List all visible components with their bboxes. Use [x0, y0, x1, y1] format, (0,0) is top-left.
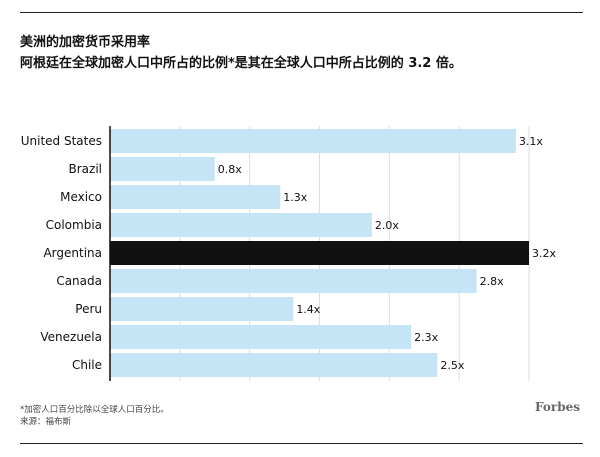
value-label: 3.1x: [519, 135, 543, 148]
bar: [110, 269, 477, 293]
bar: [110, 213, 372, 237]
category-label: Brazil: [69, 162, 103, 176]
chart-title: 美洲的加密货币采用率: [20, 35, 151, 50]
bar: [110, 325, 412, 349]
bar: [110, 157, 215, 181]
forbes-logo: Forbes: [535, 400, 580, 414]
bar: [110, 297, 294, 321]
bar-highlight: [110, 241, 529, 265]
chart-subtitle: 阿根廷在全球加密人口中所占的比例*是其在全球人口中所占比例的 3.2 倍。: [20, 56, 462, 71]
top-rule: [20, 12, 583, 13]
category-label: Chile: [72, 358, 102, 372]
value-label: 3.2x: [532, 247, 556, 260]
value-label: 2.3x: [414, 331, 438, 344]
value-label: 0.8x: [218, 163, 242, 176]
value-label: 1.4x: [296, 303, 320, 316]
category-label: Venezuela: [40, 330, 102, 344]
footnote: *加密人口百分比除以全球人口百分比。: [20, 405, 169, 415]
bar: [110, 185, 281, 209]
category-label: Colombia: [46, 218, 102, 232]
value-label: 1.3x: [283, 191, 307, 204]
category-label: Mexico: [60, 190, 102, 204]
bar: [110, 129, 516, 153]
bottom-rule: [20, 443, 583, 444]
value-label: 2.5x: [440, 359, 464, 372]
category-label: Argentina: [43, 246, 102, 260]
category-label: Canada: [56, 274, 102, 288]
category-label: Peru: [75, 302, 102, 316]
category-label: United States: [21, 134, 102, 148]
value-label: 2.0x: [375, 219, 399, 232]
bar: [110, 353, 438, 377]
source-note: 来源：福布斯: [20, 417, 72, 427]
value-label: 2.8x: [480, 275, 504, 288]
